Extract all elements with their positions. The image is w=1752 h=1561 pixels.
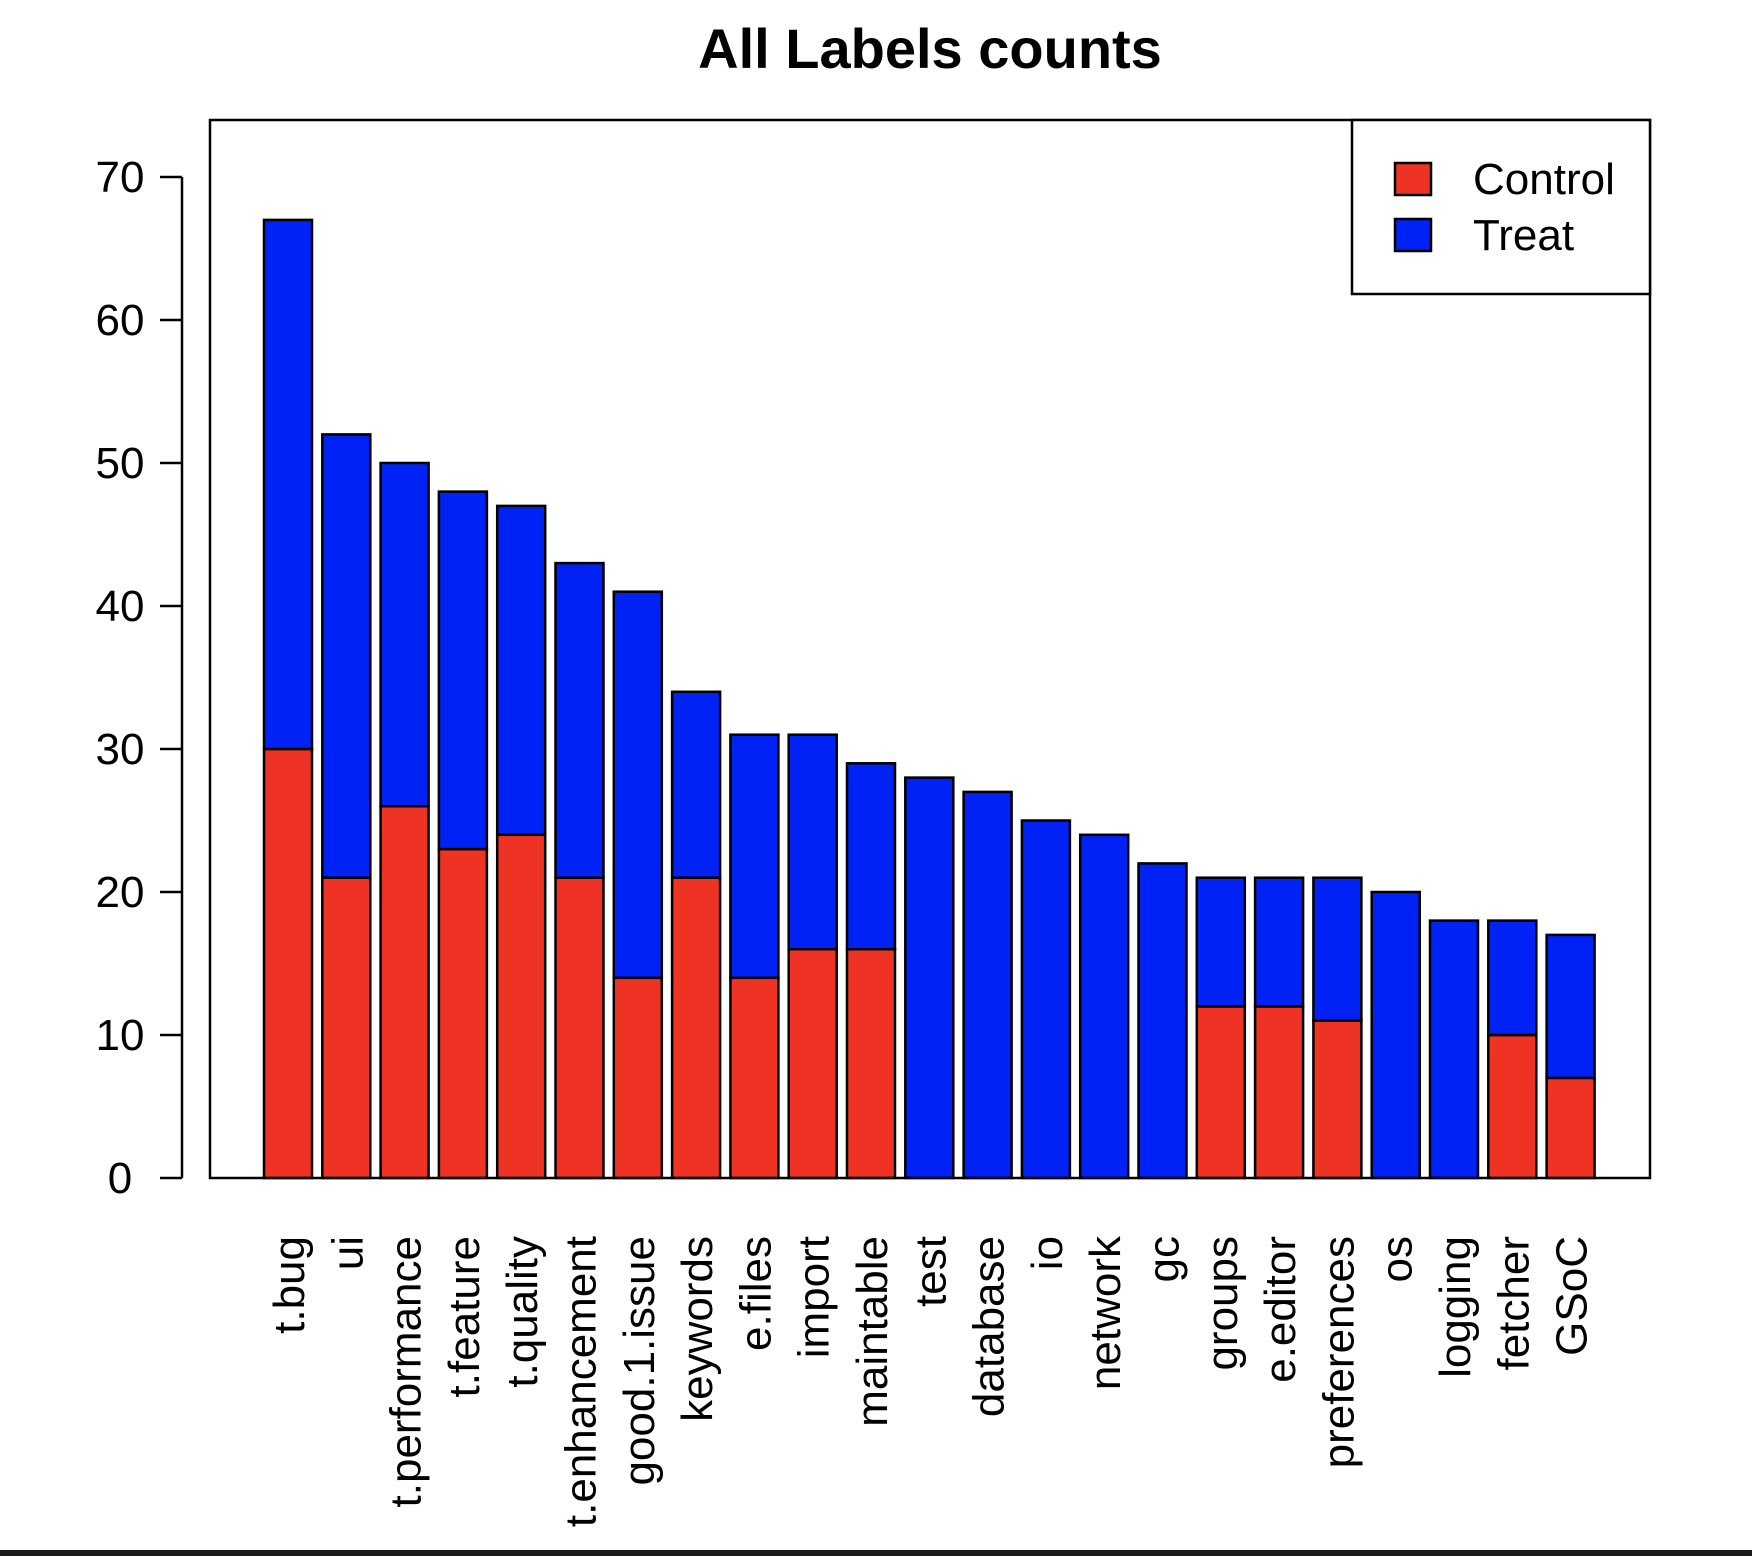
bar-treat-17: [1253, 876, 1305, 1008]
bar-treat-9: [787, 733, 838, 951]
bar-control-5: [554, 876, 605, 1180]
category-label: t.performance: [382, 1236, 431, 1507]
category-label: e.editor: [1256, 1236, 1305, 1383]
category-label: ui: [323, 1236, 372, 1270]
bar-treat-10: [845, 762, 897, 951]
bar-treat-18: [1312, 876, 1363, 1022]
bottom-rule: [0, 1550, 1752, 1556]
y-tick-label: 50: [96, 439, 145, 488]
bars-layer: [262, 218, 1596, 1180]
bar-treat-4: [495, 504, 547, 837]
bar-treat-6: [612, 590, 664, 980]
bar-control-18: [1312, 1019, 1363, 1180]
bar-treat-19: [1370, 890, 1421, 1180]
bar-control-7: [670, 876, 722, 1180]
bar-control-2: [379, 804, 430, 1180]
bar-treat-14: [1078, 833, 1130, 1180]
category-label: t.feature: [440, 1236, 489, 1397]
bar-treat-22: [1545, 933, 1596, 1080]
category-label: gc: [1140, 1236, 1189, 1282]
category-label: keywords: [673, 1236, 722, 1422]
y-tick-label: 10: [96, 1011, 145, 1060]
category-label: e.files: [731, 1236, 780, 1351]
bar-control-16: [1195, 1005, 1247, 1180]
x-axis-labels: t.bug ui t.performance t.feature t.quality t.…: [265, 1235, 1597, 1527]
category-label: t.quality: [498, 1236, 547, 1388]
bar-control-10: [845, 947, 897, 1180]
legend-swatch-treat: [1393, 217, 1433, 253]
y-tick-label: 70: [96, 153, 145, 202]
category-label: preferences: [1314, 1236, 1363, 1468]
bar-treat-16: [1195, 876, 1247, 1008]
category-label: fetcher: [1489, 1236, 1538, 1371]
category-label: os: [1373, 1236, 1422, 1282]
bar-control-8: [729, 976, 780, 1180]
bar-control-3: [437, 847, 489, 1180]
category-label: database: [965, 1236, 1014, 1417]
bar-control-1: [321, 876, 372, 1180]
bar-control-21: [1487, 1033, 1538, 1180]
bar-treat-15: [1137, 862, 1188, 1180]
plot-frame: [208, 118, 1652, 1180]
y-tick-label: 60: [96, 296, 145, 345]
bar-treat-3: [437, 490, 489, 851]
bar-treat-2: [379, 461, 430, 808]
category-label: good.1.issue: [615, 1236, 664, 1486]
category-label: t.enhancement: [557, 1236, 606, 1527]
category-label: t.bug: [265, 1236, 314, 1334]
legend-swatch-control: [1393, 161, 1433, 197]
category-label: io: [1023, 1236, 1072, 1270]
bar-treat-12: [962, 790, 1013, 1180]
y-tick-label: 0: [108, 1154, 132, 1203]
category-label: test: [906, 1236, 955, 1307]
bar-treat-5: [554, 561, 605, 879]
category-label: logging: [1431, 1236, 1480, 1378]
category-label: import: [790, 1236, 839, 1358]
bar-treat-21: [1487, 919, 1538, 1037]
legend-label-control: Control: [1473, 155, 1615, 204]
chart-title: All Labels counts: [698, 17, 1162, 80]
legend-box: [1350, 118, 1652, 296]
category-label: maintable: [848, 1236, 897, 1427]
bar-control-22: [1545, 1076, 1596, 1180]
bar-treat-0: [262, 218, 314, 751]
bar-control-17: [1253, 1005, 1305, 1180]
y-tick-label: 20: [96, 868, 145, 917]
bar-treat-8: [729, 733, 780, 980]
bar-treat-20: [1428, 919, 1480, 1180]
category-label: groups: [1198, 1236, 1247, 1371]
y-tick-label: 40: [96, 582, 145, 631]
bar-control-4: [495, 833, 547, 1180]
category-label: GSoC: [1548, 1236, 1597, 1356]
category-label: network: [1081, 1235, 1130, 1390]
legend: Control Treat: [1350, 118, 1652, 296]
bar-treat-11: [904, 776, 955, 1180]
legend-label-treat: Treat: [1473, 211, 1574, 260]
bar-control-9: [787, 947, 838, 1180]
y-tick-label: 30: [96, 725, 145, 774]
y-axis: 0 10 20 30 40 50 60 70: [96, 153, 184, 1203]
bar-control-6: [612, 976, 664, 1180]
bar-treat-13: [1020, 819, 1072, 1180]
bar-treat-7: [670, 690, 722, 879]
bar-control-0: [262, 747, 314, 1180]
bar-treat-1: [321, 433, 372, 879]
